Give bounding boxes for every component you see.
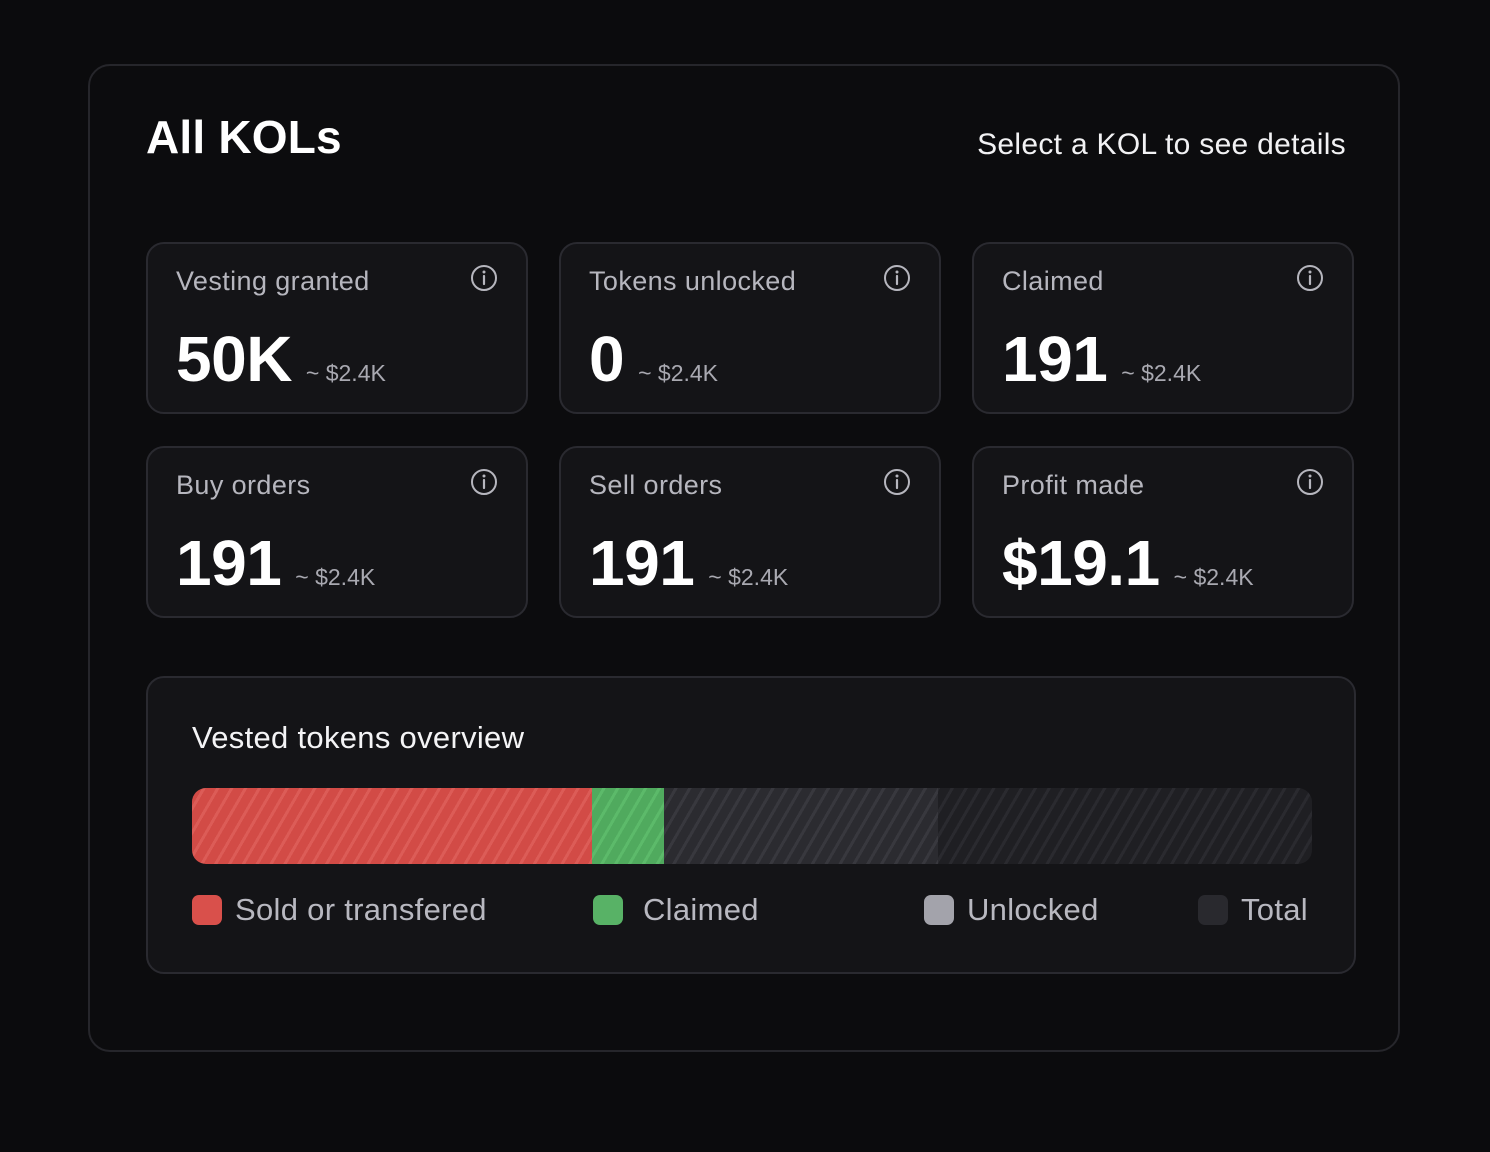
card-usd-value: ~ $2.4K	[638, 360, 719, 386]
overview-title: Vested tokens overview	[192, 720, 525, 755]
info-icon[interactable]	[1296, 264, 1324, 292]
info-icon[interactable]	[883, 468, 911, 496]
card-value-row: $19.1 ~ $2.4K	[1002, 526, 1254, 600]
legend-swatch	[924, 895, 954, 925]
bar-segment-unlocked	[663, 788, 938, 864]
card-value: 0	[589, 323, 625, 395]
card-label: Buy orders	[176, 470, 311, 500]
vested-tokens-bar	[192, 788, 1312, 864]
legend-item-claimed: Claimed	[593, 892, 759, 928]
info-icon[interactable]	[470, 264, 498, 292]
stat-card-vesting-granted: Vesting granted 50K ~ $2.4K	[146, 242, 528, 414]
legend-label: Sold or transfered	[235, 892, 487, 927]
legend-label: Total	[1241, 892, 1308, 927]
select-kol-hint: Select a KOL to see details	[977, 128, 1346, 161]
legend-label: Unlocked	[967, 892, 1099, 927]
info-icon[interactable]	[883, 264, 911, 292]
card-value-row: 191 ~ $2.4K	[1002, 322, 1201, 396]
stat-card-tokens-unlocked: Tokens unlocked 0 ~ $2.4K	[559, 242, 941, 414]
all-kols-panel: All KOLs Select a KOL to see details Ves…	[88, 64, 1400, 1052]
legend-label: Claimed	[643, 892, 759, 927]
card-value-row: 191 ~ $2.4K	[176, 526, 375, 600]
card-label: Claimed	[1002, 266, 1104, 296]
info-icon[interactable]	[1296, 468, 1324, 496]
bar-segment-claimed	[591, 788, 664, 864]
legend-swatch	[192, 895, 222, 925]
stat-card-buy-orders: Buy orders 191 ~ $2.4K	[146, 446, 528, 618]
vested-tokens-overview: Vested tokens overview Sold or transfere…	[146, 676, 1356, 974]
legend-item-unlocked: Unlocked	[924, 892, 1099, 928]
card-label: Tokens unlocked	[589, 266, 797, 296]
card-usd-value: ~ $2.4K	[708, 564, 789, 590]
card-value-row: 0 ~ $2.4K	[589, 322, 718, 396]
card-usd-value: ~ $2.4K	[295, 564, 376, 590]
card-usd-value: ~ $2.4K	[1121, 360, 1202, 386]
card-value-row: 50K ~ $2.4K	[176, 322, 386, 396]
card-label: Sell orders	[589, 470, 723, 500]
legend-item-sold: Sold or transfered	[192, 892, 487, 928]
card-value: $19.1	[1002, 527, 1160, 599]
stat-card-profit-made: Profit made $19.1 ~ $2.4K	[972, 446, 1354, 618]
card-value: 191	[176, 527, 282, 599]
card-value: 50K	[176, 323, 292, 395]
card-value: 191	[589, 527, 695, 599]
bar-segment-sold	[192, 788, 592, 864]
stat-card-claimed: Claimed 191 ~ $2.4K	[972, 242, 1354, 414]
info-icon[interactable]	[470, 468, 498, 496]
card-label: Profit made	[1002, 470, 1145, 500]
card-usd-value: ~ $2.4K	[305, 360, 386, 386]
card-usd-value: ~ $2.4K	[1173, 564, 1254, 590]
legend-swatch	[593, 895, 623, 925]
page-title: All KOLs	[146, 111, 342, 163]
legend-swatch	[1198, 895, 1228, 925]
card-label: Vesting granted	[176, 266, 370, 296]
stat-card-sell-orders: Sell orders 191 ~ $2.4K	[559, 446, 941, 618]
card-value-row: 191 ~ $2.4K	[589, 526, 788, 600]
card-value: 191	[1002, 323, 1108, 395]
legend-item-total: Total	[1198, 892, 1308, 928]
